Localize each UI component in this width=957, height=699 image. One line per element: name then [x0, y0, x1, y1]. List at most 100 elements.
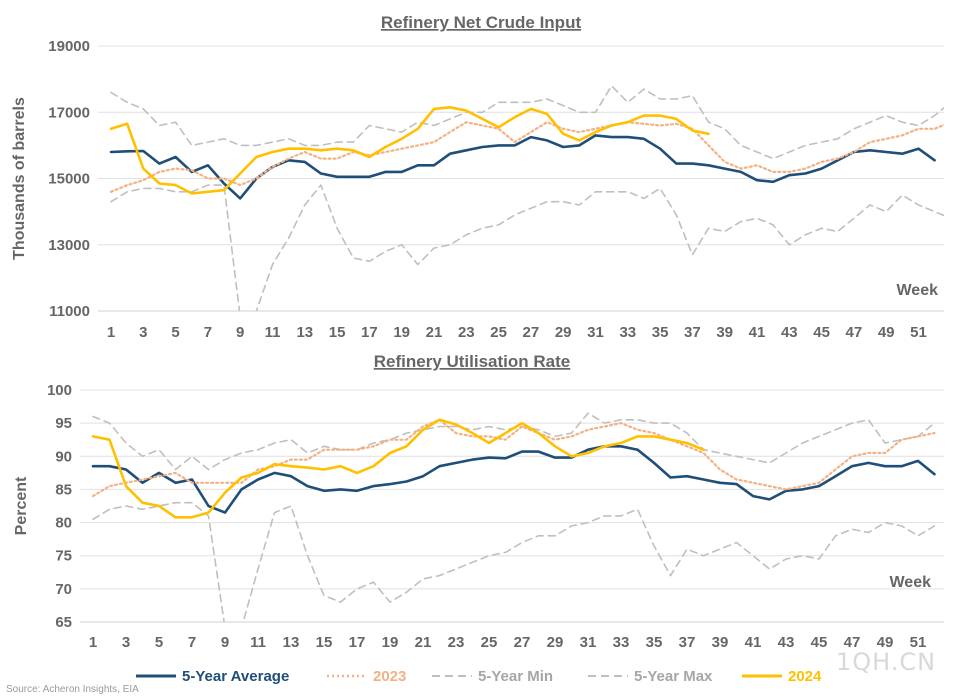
legend-label-2023: 2023	[373, 667, 407, 685]
x-tick-label: 35	[646, 634, 663, 651]
y-axis-label: Percent	[13, 476, 30, 535]
x-tick-label: 17	[361, 324, 378, 341]
x-tick-label: 1	[107, 324, 115, 341]
legend-item-avg: 5-Year Average	[136, 662, 289, 690]
x-tick-label: 11	[265, 324, 281, 341]
x-tick-label: 21	[415, 634, 432, 651]
legend-item-2024: 2024	[742, 662, 821, 690]
y-tick-label: 17000	[48, 104, 90, 121]
legend-item-max: 5-Year Max	[588, 662, 712, 690]
series-line-y2023	[91, 418, 936, 498]
x-axis-label: Week	[896, 282, 938, 299]
x-tick-label: 23	[458, 324, 475, 341]
x-tick-label: 27	[514, 634, 531, 651]
x-tick-label: 9	[236, 324, 244, 341]
x-tick-label: 39	[716, 324, 733, 341]
x-tick-label: 33	[619, 324, 636, 341]
x-tick-label: 29	[555, 324, 572, 341]
x-tick-label: 47	[844, 634, 861, 651]
x-tick-label: 23	[448, 634, 465, 651]
y-tick-label: 70	[55, 581, 72, 598]
legend-label-max: 5-Year Max	[634, 667, 713, 685]
y-tick-label: 100	[47, 382, 72, 399]
x-tick-label: 29	[547, 634, 564, 651]
series-line-max	[92, 412, 936, 471]
x-axis-label: Week	[889, 574, 931, 591]
series-line-min	[92, 501, 936, 622]
legend-item-min: 5-Year Min	[432, 662, 553, 690]
x-tick-label: 39	[712, 634, 729, 651]
watermark: 1QH.CN	[836, 648, 937, 676]
y-tick-label: 11000	[49, 303, 90, 320]
x-tick-label: 31	[580, 634, 597, 651]
chart-title: Refinery Utilisation Rate	[374, 352, 571, 371]
y-tick-label: 13000	[48, 237, 90, 254]
y-tick-label: 80	[55, 515, 72, 532]
y-axis-label: Thousands of barrels	[11, 97, 28, 260]
x-tick-label: 25	[490, 324, 507, 341]
y-tick-label: 65	[55, 614, 72, 631]
x-tick-label: 51	[910, 324, 927, 341]
x-tick-label: 1	[89, 634, 97, 651]
x-tick-label: 19	[382, 634, 399, 651]
series-line-avg	[109, 134, 936, 200]
x-tick-label: 41	[749, 324, 766, 341]
x-tick-label: 41	[745, 634, 762, 651]
legend-label-avg: 5-Year Average	[182, 667, 290, 685]
x-tick-label: 13	[283, 634, 300, 651]
x-tick-label: 7	[204, 324, 212, 341]
x-tick-label: 3	[139, 324, 147, 341]
legend-item-2023: 2023	[327, 662, 406, 690]
chart-title: Refinery Net Crude Input	[381, 13, 582, 32]
chart-panel-1: Refinery Net Crude Input 11000 13000 15000 1…	[11, 13, 944, 341]
x-tick-label: 27	[523, 324, 540, 341]
y-tick-label: 90	[55, 448, 72, 465]
series-line-avg	[91, 444, 936, 514]
x-tick-label: 33	[613, 634, 630, 651]
x-tick-label: 5	[155, 634, 163, 651]
y-tick-label: 19000	[48, 38, 90, 55]
x-tick-label: 15	[316, 634, 333, 651]
chart-legend: 5-Year Average 2023 5-Year Min 5-Year Ma…	[0, 662, 957, 690]
legend-swatch-2023	[327, 674, 367, 678]
x-tick-label: 37	[679, 634, 696, 651]
x-tick-label: 37	[684, 324, 701, 341]
x-tick-label: 3	[122, 634, 130, 651]
x-tick-label: 19	[393, 324, 410, 341]
y-tick-label: 95	[55, 415, 72, 432]
x-tick-label: 11	[250, 634, 266, 651]
x-tick-label: 31	[587, 324, 604, 341]
series-line-y2024	[91, 418, 705, 519]
legend-swatch-max	[588, 675, 628, 677]
x-tick-label: 7	[188, 634, 196, 651]
x-tick-label: 51	[910, 634, 927, 651]
legend-swatch-min	[432, 675, 472, 677]
legend-label-min: 5-Year Min	[478, 667, 554, 685]
x-tick-label: 25	[481, 634, 498, 651]
series-line-max	[110, 85, 944, 160]
x-tick-label: 13	[296, 324, 313, 341]
x-tick-label: 49	[877, 634, 894, 651]
x-tick-label: 47	[846, 324, 863, 341]
x-tick-label: 43	[778, 634, 795, 651]
legend-label-2024: 2024	[788, 667, 822, 685]
y-tick-label: 85	[55, 481, 72, 498]
legend-swatch-2024	[742, 674, 782, 678]
x-tick-label: 45	[811, 634, 828, 651]
series-line-y2023	[109, 121, 944, 193]
x-tick-label: 5	[171, 324, 179, 341]
x-tick-label: 15	[329, 324, 346, 341]
series-line-y2024	[109, 106, 710, 195]
y-tick-label: 75	[55, 548, 72, 565]
x-tick-label: 43	[781, 324, 798, 341]
y-tick-label: 15000	[48, 171, 90, 188]
x-tick-label: 45	[813, 324, 830, 341]
legend-swatch-avg	[136, 674, 176, 678]
x-tick-label: 9	[221, 634, 229, 651]
x-tick-label: 35	[652, 324, 669, 341]
chart-panel-2: Refinery Utilisation Rate657075808590951…	[13, 352, 944, 651]
x-tick-label: 21	[426, 324, 443, 341]
x-tick-label: 49	[878, 324, 895, 341]
source-note: Source: Acheron Insights, EIA	[6, 684, 139, 695]
